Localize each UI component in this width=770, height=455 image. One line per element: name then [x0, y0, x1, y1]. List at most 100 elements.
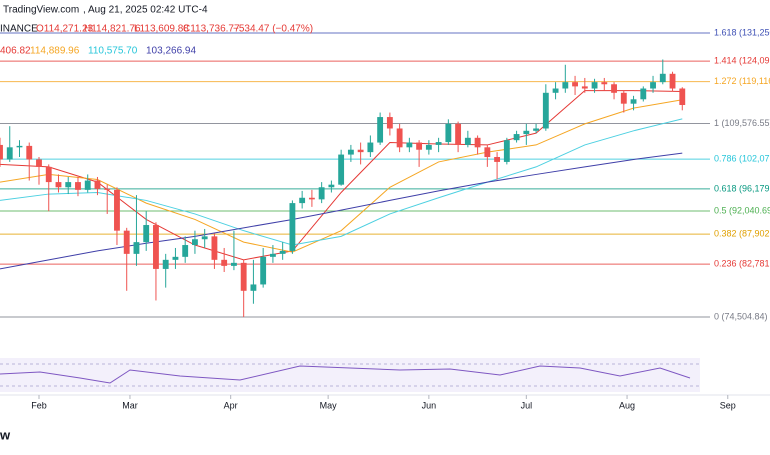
fib-label: 1.414 (124,096. [714, 55, 770, 65]
candle-body [133, 242, 140, 254]
candle-body [513, 134, 520, 141]
ma-value: 103,266.94 [146, 46, 196, 57]
candle-body [318, 187, 325, 200]
moving-average [0, 99, 683, 253]
fib-label: 1.272 (119,116. [714, 76, 770, 86]
fib-label-bg [710, 26, 770, 41]
candle-body [6, 147, 13, 160]
ohlc-low: L113,609.88 [134, 24, 189, 35]
candle-body [269, 253, 276, 257]
candle-body [386, 117, 393, 129]
candle-body [172, 256, 179, 260]
x-tick-label: Aug [619, 400, 635, 410]
candle-body [153, 225, 159, 269]
candle-body [55, 182, 62, 188]
candle-body [221, 259, 228, 266]
fib-label-bg [710, 54, 770, 69]
x-tick-label: Apr [224, 400, 238, 410]
exchange: INANCE [0, 24, 38, 35]
candle-body [328, 184, 335, 188]
candle-body [279, 250, 286, 254]
candle-body [201, 236, 208, 240]
ohlc-high: H114,821.76 [84, 24, 141, 35]
moving-average [0, 90, 683, 261]
fib-label: 0.786 (102,071. [714, 153, 770, 163]
x-tick-label: Feb [31, 400, 47, 410]
ohlc-change: −534.47 (−0.47%) [233, 24, 313, 35]
candle-body [182, 245, 189, 257]
ma-value: 114,889.96 [30, 46, 80, 57]
candle-body [659, 73, 666, 83]
site: TradingView.com [3, 5, 79, 16]
candle-body [542, 92, 549, 129]
ma-value: 406.82 [0, 46, 31, 57]
candle-body [250, 284, 257, 291]
candle-body [552, 88, 559, 93]
moving-average [0, 118, 683, 246]
candle-body [357, 149, 364, 153]
candle-body [650, 82, 656, 89]
x-tick-label: Jun [422, 400, 437, 410]
x-tick-label: May [320, 400, 338, 410]
candle-body [425, 144, 432, 150]
fib-label: 0.5 (92,040.69) [714, 205, 770, 215]
candle-body [464, 137, 471, 145]
candle-body [114, 189, 120, 231]
candle-body [406, 142, 413, 148]
fib-label-bg [710, 227, 770, 242]
rsi-pane [0, 358, 700, 392]
candle-body [572, 82, 578, 87]
fib-label: 0.382 (87,902.2 [714, 228, 770, 238]
candle-body [240, 262, 247, 291]
candle-body [45, 166, 52, 183]
candle-body [640, 88, 647, 100]
candle-body [620, 92, 627, 104]
plot: Feb Mar Apr May Jun Jul Aug Sep 1.618 (131,250 1.… [0, 26, 770, 410]
ma-value: 110,575.70 [88, 46, 138, 57]
candle-body [503, 140, 510, 162]
candle-body [591, 82, 598, 89]
candle-body [679, 88, 686, 106]
candle-body [562, 82, 569, 89]
candle-body [192, 239, 198, 246]
candle-body [94, 180, 101, 189]
candle-body [75, 182, 81, 190]
candle-body [396, 128, 403, 148]
candle-body [338, 154, 345, 185]
candle-body [231, 262, 237, 266]
fib-label-bg [710, 203, 770, 218]
candle-body [143, 225, 150, 243]
candle-body [445, 123, 452, 143]
x-tick-label: Jul [521, 400, 533, 410]
fib-label-bg [710, 152, 770, 167]
candle-body [16, 145, 23, 148]
candle-body [377, 117, 384, 143]
fib-label-bg [710, 257, 770, 272]
ohlc-open: O114,271.23 [36, 24, 94, 35]
x-tick-label: Sep [720, 400, 736, 410]
candle-body [669, 73, 676, 89]
candle-body [484, 147, 491, 158]
candle-body [84, 180, 91, 190]
rsi-line [0, 365, 691, 384]
fib-label-bg [710, 181, 770, 196]
ohlc-close: C113,736.77 [183, 24, 240, 35]
candle-body [523, 130, 530, 135]
candle-body [36, 159, 42, 167]
candle-body [630, 99, 637, 104]
candle-body [65, 182, 72, 188]
candle-body [347, 149, 354, 155]
fib-label-bg [710, 309, 770, 324]
candle-body [211, 236, 218, 260]
candle-body [435, 142, 442, 145]
candle-body [601, 82, 608, 85]
candle-body [123, 230, 130, 254]
moving-average [0, 152, 683, 270]
candle-body [289, 203, 296, 251]
candle-body [533, 128, 539, 131]
candle-body [474, 137, 481, 148]
x-tick-label: Mar [122, 400, 138, 410]
candle-body [0, 144, 3, 160]
